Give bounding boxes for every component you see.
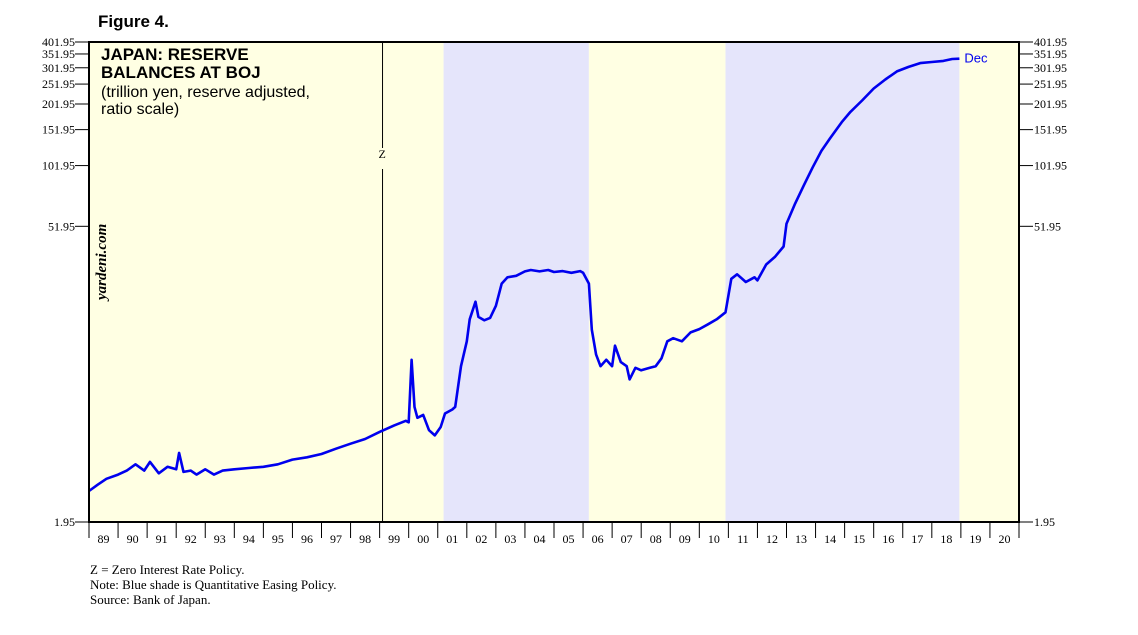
zirp-label: Z [379, 147, 386, 161]
note-zirp: Z = Zero Interest Rate Policy. [90, 562, 245, 577]
y-tick-label-left: 151.95 [42, 123, 75, 137]
x-tick-label: 89 [98, 532, 110, 546]
x-tick-label: 93 [214, 532, 226, 546]
note-source: Source: Bank of Japan. [90, 592, 211, 607]
end-label: Dec [964, 51, 988, 66]
x-tick-label: 18 [940, 532, 952, 546]
y-tick-label-left: 301.95 [42, 61, 75, 75]
y-tick-label-left: 1.95 [54, 515, 75, 529]
y-tick-label-right: 1.95 [1034, 515, 1055, 529]
y-tick-label-left: 201.95 [42, 97, 75, 111]
watermark: yardeni.com [94, 223, 110, 300]
x-tick-label: 02 [475, 532, 487, 546]
x-tick-label: 15 [853, 532, 865, 546]
x-tick-label: 10 [708, 532, 720, 546]
x-tick-label: 08 [650, 532, 662, 546]
series-line [88, 57, 960, 493]
y-tick-label-right: 251.95 [1034, 77, 1067, 91]
x-tick-label: 17 [911, 532, 923, 546]
y-tick-label-right: 151.95 [1034, 123, 1067, 137]
x-tick-label: 92 [185, 532, 197, 546]
x-tick-label: 04 [533, 532, 545, 546]
chart-subtitle: (trillion yen, reserve adjusted, ratio s… [101, 84, 310, 118]
shaded-regions [89, 42, 1019, 522]
x-tick-label: 16 [882, 532, 894, 546]
x-tick-label: 94 [243, 532, 255, 546]
x-tick-label: 01 [446, 532, 458, 546]
x-tick-label: 05 [563, 532, 575, 546]
x-tick-label: 95 [272, 532, 284, 546]
qe-shade [443, 42, 589, 522]
footnotes: Z = Zero Interest Rate Policy. Note: Blu… [90, 562, 336, 607]
x-tick-label: 09 [679, 532, 691, 546]
x-tick-label: 96 [301, 532, 313, 546]
y-tick-label-right: 51.95 [1034, 219, 1061, 233]
y-tick-label-right: 401.95 [1034, 35, 1067, 49]
x-tick-label: 90 [127, 532, 139, 546]
y-tick-label-right: 101.95 [1034, 159, 1067, 173]
x-tick-label: 97 [330, 532, 342, 546]
x-tick-label: 03 [504, 532, 516, 546]
y-tick-label-left: 401.95 [42, 35, 75, 49]
note-qe: Note: Blue shade is Quantitative Easing … [90, 577, 337, 592]
zirp-marker: Z [379, 42, 386, 522]
x-tick-label: 00 [417, 532, 429, 546]
x-tick-label: 14 [824, 532, 836, 546]
x-tick-label: 07 [621, 532, 633, 546]
y-tick-label-left: 51.95 [48, 219, 75, 233]
x-axis: 89 90 91 92 93 94 95 96 97 98 99 00 01 02 03 04 05 06 07 08… [88, 522, 1020, 546]
x-tick-label: 11 [737, 532, 749, 546]
x-tick-label: 91 [156, 532, 168, 546]
x-tick-label: 98 [359, 532, 371, 546]
series-group: Dec [88, 51, 988, 493]
chart-title: JAPAN: RESERVE BALANCES AT BOJ [101, 45, 261, 82]
chart-title-block: JAPAN: RESERVE BALANCES AT BOJ (trillion… [101, 45, 341, 119]
y-tick-label-left: 351.95 [42, 47, 75, 61]
y-tick-label-right: 351.95 [1034, 47, 1067, 61]
x-tick-label: 12 [766, 532, 778, 546]
y-tick-label-left: 251.95 [42, 77, 75, 91]
figure-label: Figure 4. [98, 12, 169, 31]
zirp-shade [588, 42, 726, 522]
zirp-shade [89, 42, 383, 522]
y-tick-label-left: 101.95 [42, 159, 75, 173]
qe-shade [725, 42, 960, 522]
y-tick-label-right: 201.95 [1034, 97, 1067, 111]
x-tick-label: 19 [969, 532, 981, 546]
x-tick-label: 20 [998, 532, 1010, 546]
x-tick-label: 06 [592, 532, 604, 546]
zirp-shade [959, 42, 1019, 522]
x-tick-label: 99 [388, 532, 400, 546]
y-axes: 1.95 1.95 51.95 51.95 101.95 101.95 151.95 151.… [42, 35, 1067, 529]
zirp-shade [382, 42, 444, 522]
x-tick-label: 13 [795, 532, 807, 546]
y-tick-label-right: 301.95 [1034, 61, 1067, 75]
